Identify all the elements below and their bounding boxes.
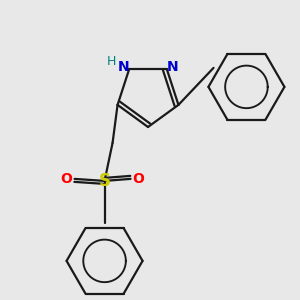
Text: O: O bbox=[133, 172, 145, 186]
Text: N: N bbox=[117, 60, 129, 74]
Text: N: N bbox=[167, 60, 178, 74]
Text: H: H bbox=[106, 55, 116, 68]
Text: O: O bbox=[61, 172, 73, 186]
Text: S: S bbox=[99, 172, 111, 190]
